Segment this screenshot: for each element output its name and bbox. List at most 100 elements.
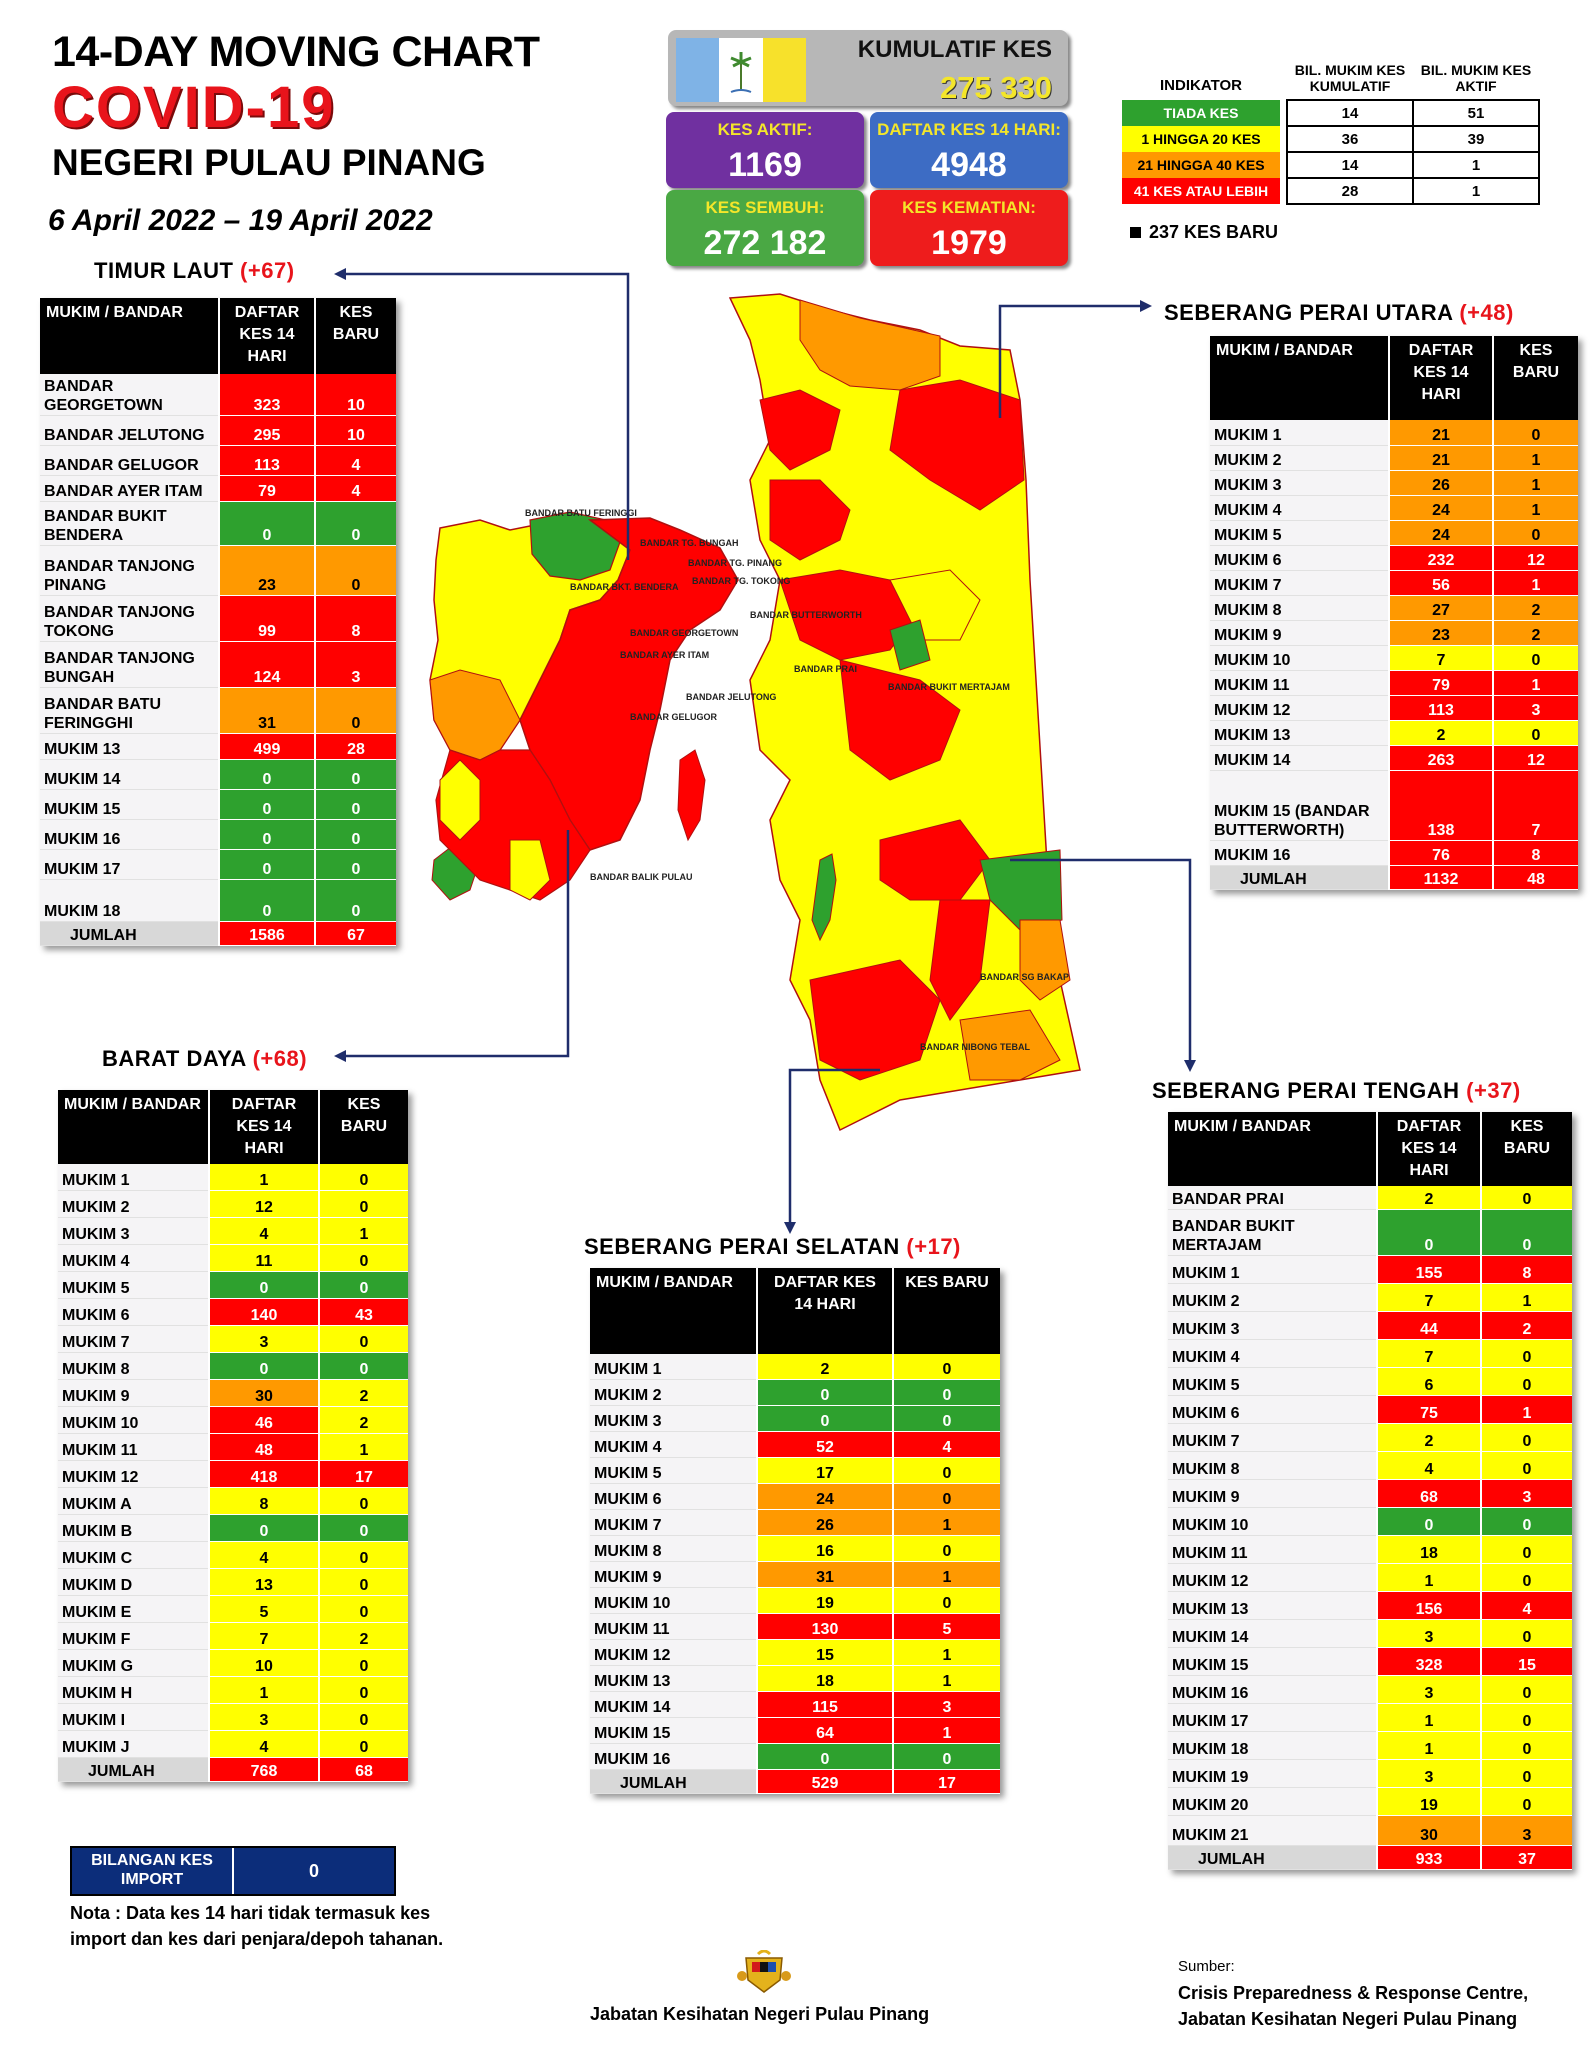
cases-14d-cell: 13 [208, 1569, 318, 1596]
new-cases-cell: 0 [318, 1191, 408, 1218]
table-row: MUKIM 18 1 0 [1168, 1732, 1572, 1760]
mukim-name: MUKIM 4 [590, 1432, 756, 1458]
new-cases-cell: 0 [318, 1704, 408, 1731]
cases-14d-cell: 76 [1388, 841, 1492, 866]
map-label: BANDAR BKT. BENDERA [570, 582, 679, 592]
new-cases-cell: 4 [314, 446, 396, 476]
mukim-name: MUKIM 4 [58, 1245, 208, 1272]
mukim-name: MUKIM 14 [40, 760, 218, 790]
table-row: MUKIM 16 3 0 [1168, 1676, 1572, 1704]
map-label: BANDAR BUTTERWORTH [750, 610, 862, 620]
cases-14d-cell: 8 [208, 1488, 318, 1515]
total-row: JUMLAH 768 68 [58, 1758, 408, 1782]
registered-14d-box: DAFTAR KES 14 HARI: 4948 [870, 112, 1068, 188]
cases-14d-cell: 232 [1388, 546, 1492, 571]
new-cases-cell: 10 [314, 374, 396, 416]
new-cases-cell: 3 [1480, 1816, 1572, 1846]
cases-14d-cell: 19 [756, 1588, 892, 1614]
table-row: MUKIM 15 0 0 [40, 790, 396, 820]
cumulative-value: 275 330 [939, 70, 1052, 105]
table-row: MUKIM 9 23 2 [1210, 621, 1578, 646]
table-row: MUKIM 15 64 1 [590, 1718, 1000, 1744]
cases-14d-cell: 263 [1388, 746, 1492, 771]
cases-14d-cell: 0 [218, 502, 314, 546]
cases-14d-cell: 2 [1388, 721, 1492, 746]
table-row: MUKIM 14 263 12 [1210, 746, 1578, 771]
table-row: MUKIM 15 (BANDAR BUTTERWORTH) 138 7 [1210, 771, 1578, 841]
table-row: MUKIM 21 30 3 [1168, 1816, 1572, 1846]
new-cases-cell: 0 [318, 1677, 408, 1704]
mukim-name: MUKIM 21 [1168, 1816, 1376, 1846]
cases-14d-cell: 323 [218, 374, 314, 416]
table-row: MUKIM D 13 0 [58, 1569, 408, 1596]
cases-14d-cell: 11 [208, 1245, 318, 1272]
square-bullet-icon [1130, 227, 1141, 238]
indicator-cumulative-count: 14 [1286, 151, 1414, 179]
mukim-name: MUKIM 2 [1168, 1284, 1376, 1312]
new-cases-cell: 0 [314, 688, 396, 734]
new-cases-cell: 1 [892, 1510, 1000, 1536]
table-row: MUKIM 2 21 1 [1210, 446, 1578, 471]
new-cases-cell: 0 [1480, 1536, 1572, 1564]
registered-14d-label: DAFTAR KES 14 HARI: [877, 120, 1061, 139]
new-cases-cell: 0 [1480, 1564, 1572, 1592]
penang-flag-icon [676, 38, 806, 102]
total-row: JUMLAH 933 37 [1168, 1846, 1572, 1870]
cases-14d-cell: 1 [1376, 1704, 1480, 1732]
new-cases-cell: 1 [892, 1718, 1000, 1744]
new-cases-cell: 0 [892, 1536, 1000, 1562]
mukim-name: MUKIM 15 [1168, 1648, 1376, 1676]
mukim-name: MUKIM 16 [40, 820, 218, 850]
map-label: BANDAR BALIK PULAU [590, 872, 693, 882]
mukim-name: MUKIM 13 [1168, 1592, 1376, 1620]
cases-14d-cell: 7 [1388, 646, 1492, 671]
mukim-name: BANDAR BATU FERINGGHI [40, 688, 218, 734]
new-cases-cell: 0 [892, 1744, 1000, 1770]
cases-14d-cell: 44 [1376, 1312, 1480, 1340]
mukim-name: MUKIM 18 [1168, 1732, 1376, 1760]
column-header: MUKIM / BANDAR [40, 298, 218, 374]
cases-14d-cell: 0 [208, 1272, 318, 1299]
cases-14d-cell: 15 [756, 1640, 892, 1666]
new-cases-cell: 0 [892, 1380, 1000, 1406]
table-row: BANDAR BATU FERINGGHI 31 0 [40, 688, 396, 734]
cases-14d-cell: 79 [1388, 671, 1492, 696]
table-row: MUKIM 8 27 2 [1210, 596, 1578, 621]
mukim-name: MUKIM 13 [1210, 721, 1388, 746]
total-label: JUMLAH [1168, 1846, 1376, 1870]
cases-14d-cell: 17 [756, 1458, 892, 1484]
mukim-name: BANDAR GEORGETOWN [40, 374, 218, 416]
total-label: JUMLAH [58, 1758, 208, 1782]
table-row: MUKIM 19 3 0 [1168, 1760, 1572, 1788]
new-cases-cell: 0 [318, 1542, 408, 1569]
table-row: MUKIM 14 0 0 [40, 760, 396, 790]
mukim-name: MUKIM 6 [1168, 1396, 1376, 1424]
new-cases-cell: 0 [314, 790, 396, 820]
section-title-barat-daya: BARAT DAYA (+68) [102, 1046, 308, 1071]
table-row: MUKIM 15 328 15 [1168, 1648, 1572, 1676]
title-line-1: 14-DAY MOVING CHART [52, 28, 540, 76]
table-row: MUKIM 10 19 0 [590, 1588, 1000, 1614]
mukim-name: BANDAR BUKIT BENDERA [40, 502, 218, 546]
indicator-active-count: 1 [1412, 151, 1540, 179]
new-cases-cell: 0 [314, 760, 396, 790]
table-row: MUKIM 6 24 0 [590, 1484, 1000, 1510]
cases-14d-cell: 16 [756, 1536, 892, 1562]
new-cases-cell: 1 [892, 1562, 1000, 1588]
new-cases-cell: 0 [318, 1326, 408, 1353]
table-row: MUKIM 9 30 2 [58, 1380, 408, 1407]
table-row: MUKIM 6 140 43 [58, 1299, 408, 1326]
table-sp-tengah: MUKIM / BANDAR DAFTAR KES 14 HARI KES BARU… [1168, 1112, 1572, 1870]
mukim-name: BANDAR AYER ITAM [40, 476, 218, 502]
table-row: MUKIM 3 44 2 [1168, 1312, 1572, 1340]
total-new-cases: 67 [314, 922, 396, 946]
new-cases-cell: 0 [318, 1515, 408, 1542]
new-cases-cell: 15 [1480, 1648, 1572, 1676]
cases-14d-cell: 99 [218, 596, 314, 642]
new-cases-cell: 7 [1492, 771, 1578, 841]
